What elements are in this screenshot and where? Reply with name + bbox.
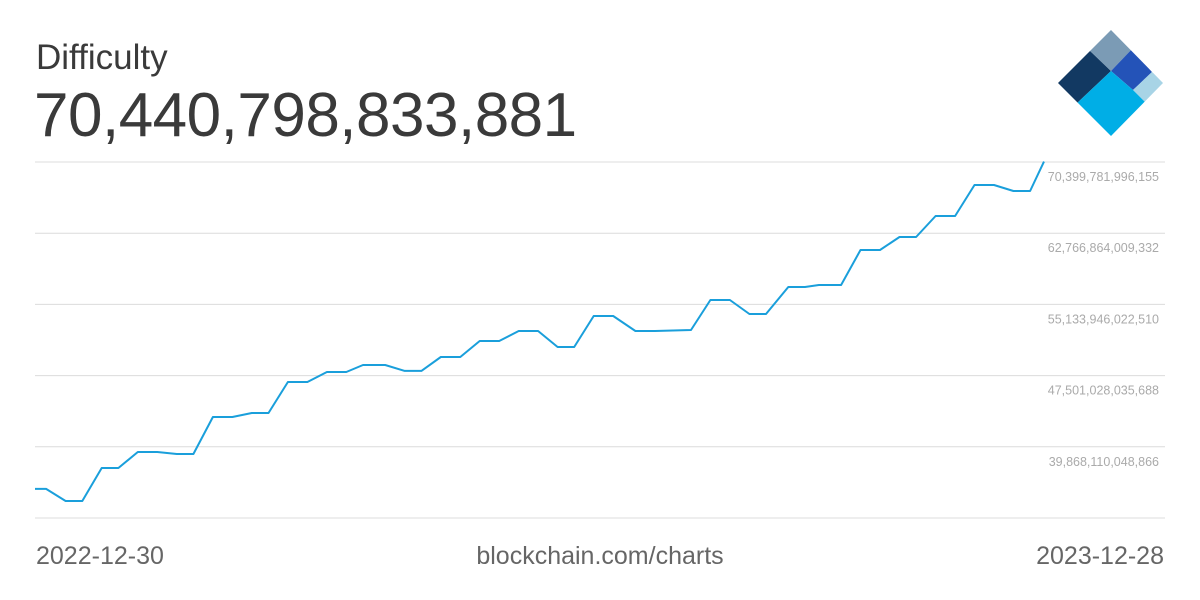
end-date-label: 2023-12-28 xyxy=(1036,542,1164,570)
current-value: 70,440,798,833,881 xyxy=(34,81,577,150)
logo-gray-segment xyxy=(1088,30,1132,71)
blockchain-logo-icon xyxy=(1058,30,1163,136)
logo-blue-segment xyxy=(1111,49,1152,90)
logo-cyan-segment xyxy=(1075,71,1145,136)
y-tick-label: 70,399,781,996,155 xyxy=(1048,170,1159,184)
source-link[interactable]: blockchain.com/charts xyxy=(476,542,724,570)
y-tick-label: 47,501,028,035,688 xyxy=(1048,384,1159,398)
y-tick-label: 62,766,864,009,332 xyxy=(1048,241,1159,255)
difficulty-line xyxy=(35,161,1045,502)
chart-title: Difficulty xyxy=(36,38,168,77)
start-date-label: 2022-12-30 xyxy=(36,542,164,570)
y-tick-label: 55,133,946,022,510 xyxy=(1048,312,1159,326)
y-tick-label: 39,868,110,048,866 xyxy=(1049,455,1159,469)
difficulty-chart: 39,868,110,048,866 47,501,028,035,688 55,1… xyxy=(35,161,1165,519)
